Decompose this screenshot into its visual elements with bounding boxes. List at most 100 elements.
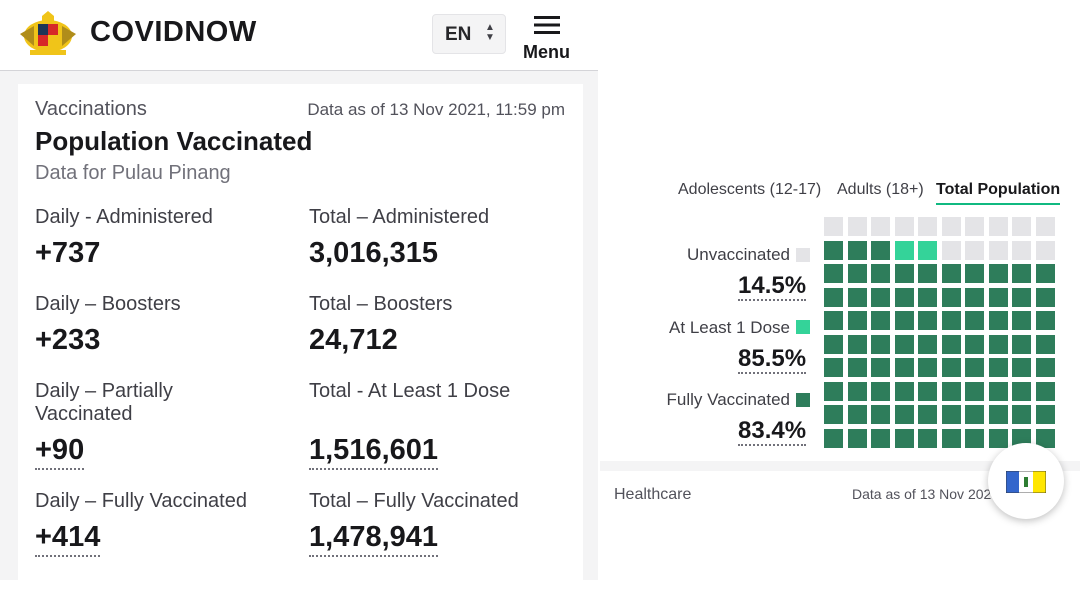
waffle-cell [918, 287, 937, 307]
waffle-cell [824, 405, 843, 424]
stat-label: Daily - Administered [35, 206, 213, 228]
stat-daily-administered: Daily - Administered +737 [35, 206, 285, 270]
stat-total-first-dose: Total - At Least 1 Dose 1,516,601 [309, 380, 559, 470]
stat-value: 24,712 [309, 324, 398, 356]
menu-label: Menu [523, 42, 570, 62]
card-title: Population Vaccinated [35, 126, 313, 156]
waffle-cell [824, 311, 843, 330]
waffle-cell [988, 264, 1008, 283]
waffle-cell [1012, 334, 1031, 354]
waffle-cell [871, 334, 890, 354]
stat-value[interactable]: 1,478,941 [309, 521, 439, 557]
menu-button[interactable]: Menu [522, 14, 578, 62]
stat-label: Daily – Fully Vaccinated [35, 490, 247, 512]
waffle-cell [847, 428, 867, 448]
waffle-cell [965, 358, 984, 377]
waffle-cell [918, 334, 937, 354]
waffle-cell [918, 358, 937, 377]
stat-label: Total – Fully Vaccinated [309, 490, 519, 512]
waffle-cell [847, 240, 867, 260]
waffle-cell [894, 334, 914, 354]
stat-label: Total - At Least 1 Dose [309, 380, 511, 402]
waffle-cell [824, 381, 843, 401]
waffle-cell [824, 334, 843, 354]
waffle-cell [1035, 264, 1055, 283]
waffle-cell [1035, 287, 1055, 307]
waffle-cell [965, 264, 984, 283]
language-select[interactable]: EN ▲ ▼ [432, 14, 506, 54]
waffle-cell [847, 381, 867, 401]
tab-adults[interactable]: Adults (18+) [837, 181, 924, 198]
waffle-cell [824, 264, 843, 283]
waffle-cell [894, 311, 914, 330]
healthcare-data-as-of: Data as of 13 Nov 202 [852, 486, 992, 502]
waffle-cell [1012, 240, 1031, 260]
waffle-cell [965, 428, 984, 448]
stat-value[interactable]: +90 [35, 434, 85, 470]
legend-pct-unvaccinated[interactable]: 14.5% [738, 272, 807, 301]
waffle-cell [941, 311, 961, 330]
tab-adolescents[interactable]: Adolescents (12-17) [678, 181, 822, 198]
waffle-cell [988, 428, 1008, 448]
waffle-cell [918, 405, 937, 424]
waffle-cell [847, 358, 867, 377]
waffle-cell [941, 287, 961, 307]
legend-pct-first-dose[interactable]: 85.5% [738, 345, 807, 374]
waffle-cell [847, 405, 867, 424]
legend-swatch-unvaccinated [796, 248, 810, 262]
waffle-cell [941, 428, 961, 448]
waffle-cell [847, 287, 867, 307]
brand-title[interactable]: COVIDNOW [90, 16, 257, 48]
waffle-cell [871, 287, 890, 307]
language-value: EN [445, 24, 472, 45]
waffle-cell [1012, 428, 1031, 448]
stat-value[interactable]: +414 [35, 521, 101, 557]
waffle-cell [824, 217, 843, 236]
legend-swatch-fully [796, 393, 810, 407]
waffle-cell [965, 311, 984, 330]
waffle-cell [1035, 311, 1055, 330]
waffle-cell [988, 311, 1008, 330]
vaccination-card: Vaccinations Data as of 13 Nov 2021, 11:… [18, 84, 583, 580]
data-as-of: Data as of 13 Nov 2021, 11:59 pm [307, 100, 565, 119]
waffle-cell [988, 240, 1008, 260]
legend-label-unvaccinated: Unvaccinated [686, 245, 790, 264]
waffle-cell [847, 217, 867, 236]
waffle-cell [988, 217, 1008, 236]
waffle-cell [941, 334, 961, 354]
waffle-cell [918, 240, 937, 260]
waffle-cell [965, 217, 984, 236]
stat-total-fully: Total – Fully Vaccinated 1,478,941 [309, 490, 559, 557]
waffle-cell [1035, 217, 1055, 236]
waffle-cell [894, 428, 914, 448]
coat-of-arms-logo[interactable] [16, 10, 80, 58]
stat-value[interactable]: 1,516,601 [309, 434, 439, 470]
waffle-cell [988, 334, 1008, 354]
waffle-cell [965, 405, 984, 424]
waffle-cell [988, 287, 1008, 307]
waffle-cell [965, 240, 984, 260]
waffle-cell [1035, 240, 1055, 260]
section-label: Vaccinations [35, 98, 147, 120]
tab-total-population[interactable]: Total Population [936, 181, 1061, 205]
waffle-cell [941, 264, 961, 283]
waffle-cell [894, 405, 914, 424]
waffle-cell [847, 264, 867, 283]
waffle-cell [1012, 358, 1031, 377]
waffle-cell [918, 381, 937, 401]
waffle-cell [918, 217, 937, 236]
stat-daily-boosters: Daily – Boosters +233 [35, 293, 285, 357]
waffle-cell [1035, 428, 1055, 448]
waffle-cell [965, 334, 984, 354]
legend-pct-fully[interactable]: 83.4% [738, 417, 807, 446]
waffle-cell [941, 217, 961, 236]
healthcare-section-label: Healthcare [614, 486, 692, 503]
waffle-cell [871, 264, 890, 283]
stat-total-boosters: Total – Boosters 24,712 [309, 293, 559, 357]
waffle-cell [988, 405, 1008, 424]
stat-label: Total – Administered [309, 206, 490, 228]
waffle-cell [941, 358, 961, 377]
waffle-cell [894, 358, 914, 377]
stat-value: 3,016,315 [309, 237, 439, 269]
state-select-button[interactable] [988, 443, 1064, 519]
